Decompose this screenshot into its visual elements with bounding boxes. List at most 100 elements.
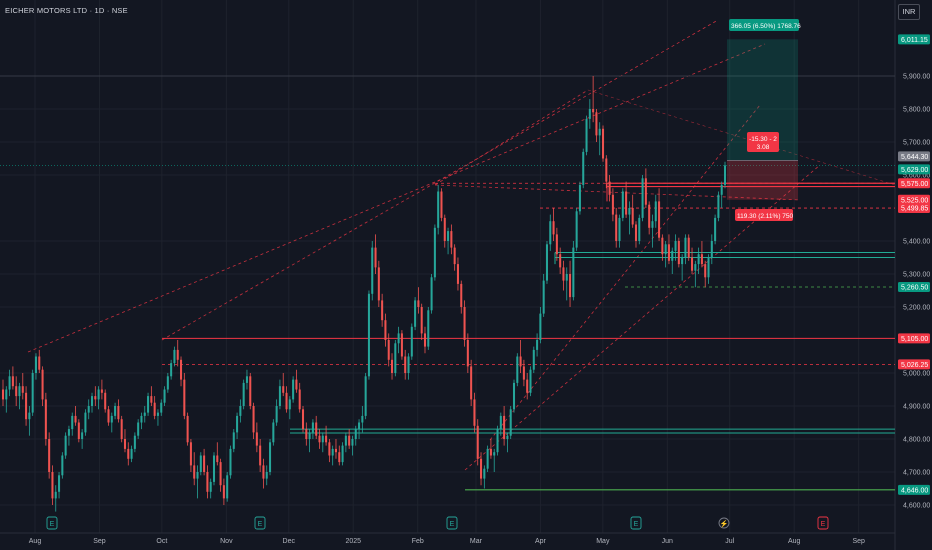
symbol-title[interactable]: EICHER MOTORS LTD · 1D · NSE <box>5 6 128 15</box>
candle-body <box>298 389 301 410</box>
x-tick-label: Oct <box>156 538 167 545</box>
candle-body <box>315 422 318 436</box>
candle-body <box>664 244 667 255</box>
price-level-label: 4,646.00 <box>901 487 928 494</box>
candle-body <box>522 366 525 380</box>
x-tick-label: Jun <box>662 538 673 545</box>
candle-body <box>295 379 298 390</box>
candle-body <box>578 184 581 212</box>
candle-body <box>499 415 502 430</box>
candle-body <box>575 211 578 248</box>
candle-body <box>397 333 400 344</box>
candle-body <box>466 340 469 367</box>
candle-body <box>252 406 255 433</box>
candle-body <box>430 277 433 311</box>
candle-body <box>644 178 647 205</box>
candle-body <box>526 379 529 393</box>
candle-body <box>245 376 248 383</box>
candle-body <box>493 452 496 456</box>
candle-body <box>249 376 252 406</box>
candle-body <box>265 472 268 479</box>
candle-body <box>608 181 611 195</box>
candle-body <box>203 455 206 472</box>
candle-body <box>437 191 440 228</box>
candle-body <box>417 300 420 307</box>
candle-body <box>387 340 390 360</box>
candle-body <box>34 356 37 373</box>
candle-body <box>545 244 548 281</box>
price-level-label: 5,260.50 <box>901 285 928 292</box>
candle-body <box>292 379 295 400</box>
x-tick-label: Feb <box>412 538 424 545</box>
candle-body <box>427 310 430 347</box>
candle-body <box>377 267 380 301</box>
x-tick-label: Aug <box>788 538 801 545</box>
candle-body <box>212 455 216 482</box>
x-tick-label: Mar <box>470 538 483 545</box>
candle-body <box>189 442 192 466</box>
earnings-marker <box>46 516 58 530</box>
trendline-upper <box>27 43 766 353</box>
candle-body <box>628 208 631 215</box>
candle-body <box>275 406 278 423</box>
candle-body <box>671 250 674 261</box>
x-tick-label: Sep <box>852 538 865 545</box>
candle-body <box>170 363 173 377</box>
candle-body <box>305 429 308 439</box>
candle-body <box>71 415 74 430</box>
candle-body <box>681 257 684 265</box>
candle-body <box>21 386 24 393</box>
candle-body <box>41 369 44 400</box>
candle-body <box>242 382 245 406</box>
candle-body <box>301 409 305 430</box>
candle-body <box>348 435 351 446</box>
candle-body <box>127 448 130 459</box>
candle-body <box>674 241 677 251</box>
price-level-tag <box>898 164 930 175</box>
x-tick-label: Sep <box>93 538 106 545</box>
price-level-label: 5,525.00 <box>901 197 928 204</box>
candle-body <box>723 165 727 185</box>
y-tick-label: 5,900.00 <box>903 74 930 81</box>
candle-body <box>67 429 70 436</box>
candle-body <box>414 300 417 327</box>
candle-body <box>460 283 463 307</box>
candle-body <box>384 320 387 340</box>
candle-body <box>476 425 479 459</box>
candle-body <box>615 214 618 241</box>
price-level-label: 5,629.00 <box>901 167 928 174</box>
candle-body <box>183 379 186 416</box>
candle-body <box>25 392 28 420</box>
candle-body <box>166 376 169 390</box>
candle-body <box>595 112 598 136</box>
candle-body <box>559 254 562 268</box>
earnings-marker-glyph: E <box>258 521 263 528</box>
candle-body <box>97 389 100 400</box>
x-tick-label: Nov <box>220 538 233 545</box>
candle-body <box>104 392 107 410</box>
price-level-tag <box>898 282 930 293</box>
currency-button[interactable]: INR <box>898 4 920 20</box>
y-tick-label: 4,800.00 <box>903 437 930 444</box>
candle-body <box>700 254 703 265</box>
stop-label-box <box>735 209 793 221</box>
candle-body <box>288 399 291 410</box>
candle-body <box>206 472 209 492</box>
dividend-marker-glyph: ⚡ <box>720 519 729 528</box>
candle-body <box>107 409 110 423</box>
candle-body <box>338 452 341 463</box>
earnings-marker <box>254 516 266 530</box>
candle-body <box>186 415 189 443</box>
candle-body <box>529 369 532 393</box>
y-tick-label: 4,900.00 <box>903 404 930 411</box>
candle-body <box>321 435 324 443</box>
y-tick-label: 5,200.00 <box>903 305 930 312</box>
candle-body <box>114 406 117 416</box>
candle-body <box>196 472 199 479</box>
earnings-marker <box>817 516 829 530</box>
candle-body <box>621 191 624 218</box>
candle-body <box>176 349 179 360</box>
candle-body <box>199 455 202 472</box>
